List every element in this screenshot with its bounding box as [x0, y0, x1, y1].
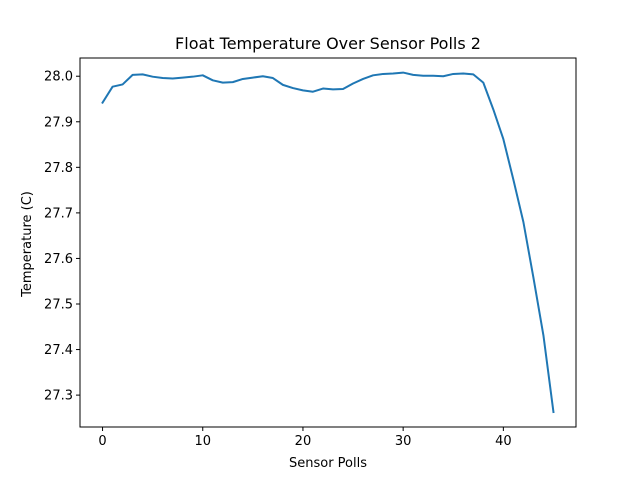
chart-title: Float Temperature Over Sensor Polls 2	[175, 34, 481, 53]
x-axis-label: Sensor Polls	[289, 456, 367, 471]
series-line-0	[101, 71, 555, 414]
y-axis: 27.3 27.4 27.5 27.6 27.7 27.8 27.9 28.0	[44, 70, 80, 404]
plot-frame	[79, 57, 577, 428]
x-tick-label: 20	[295, 434, 312, 449]
plot-area	[79, 57, 577, 428]
y-tick-label: 27.5	[44, 298, 73, 313]
y-tick-label: 27.4	[44, 343, 73, 358]
x-tick-label: 40	[495, 434, 512, 449]
y-tick-label: 27.3	[44, 389, 73, 404]
y-tick-label: 27.6	[44, 252, 73, 267]
x-tick-label: 0	[98, 434, 106, 449]
y-tick-label: 28.0	[44, 70, 73, 85]
y-axis-label: Temperature (C)	[20, 191, 35, 298]
y-tick-label: 27.7	[44, 206, 73, 221]
x-tick-label: 30	[395, 434, 412, 449]
y-tick-label: 27.9	[44, 115, 73, 130]
x-axis: 0 10 20 30 40	[98, 427, 512, 449]
y-tick-label: 27.8	[44, 161, 73, 176]
x-tick-label: 10	[194, 434, 211, 449]
